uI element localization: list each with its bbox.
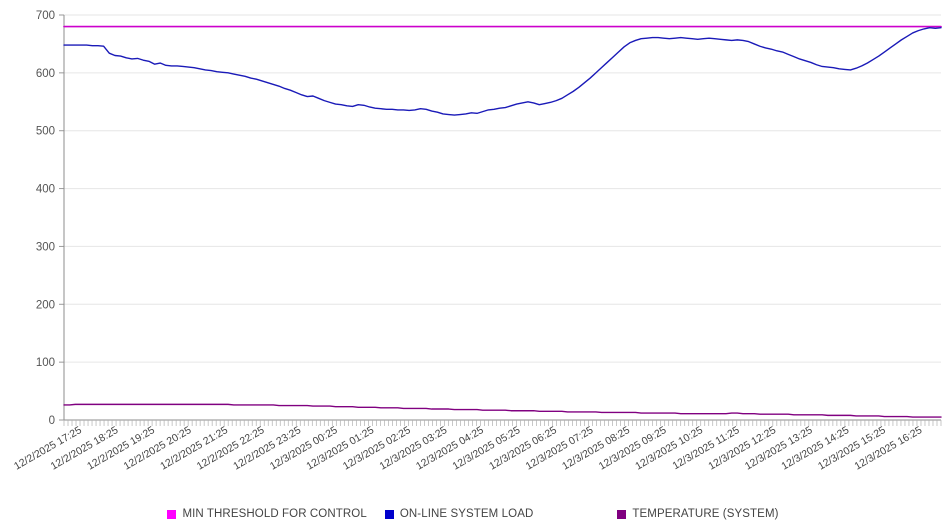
y-tick-label: 600 [36, 68, 55, 80]
y-tick-label: 700 [36, 10, 55, 22]
legend-swatch-icon [167, 509, 177, 519]
series-line-1 [63, 27, 942, 116]
legend-item[interactable]: MIN THRESHOLD FOR CONTROL [167, 508, 367, 520]
legend-label: MIN THRESHOLD FOR CONTROL [182, 508, 367, 520]
legend-item[interactable]: TEMPERATURE (SYSTEM) [617, 508, 778, 520]
y-tick-label: 200 [36, 299, 55, 311]
series-line-2 [63, 403, 942, 418]
y-tick-label: 500 [36, 126, 55, 138]
chart-legend: MIN THRESHOLD FOR CONTROL ON-LINE SYSTEM … [0, 508, 946, 520]
y-tick-label: 300 [36, 241, 55, 253]
y-tick-label: 100 [36, 357, 55, 369]
legend-swatch-icon [617, 509, 627, 519]
y-tick-label: 400 [36, 184, 55, 196]
legend-label: TEMPERATURE (SYSTEM) [632, 508, 779, 520]
legend-label: ON-LINE SYSTEM LOAD [399, 508, 534, 520]
legend-item[interactable]: ON-LINE SYSTEM LOAD [384, 508, 534, 520]
y-tick-label: 0 [49, 415, 55, 427]
legend-swatch-icon [384, 509, 394, 519]
